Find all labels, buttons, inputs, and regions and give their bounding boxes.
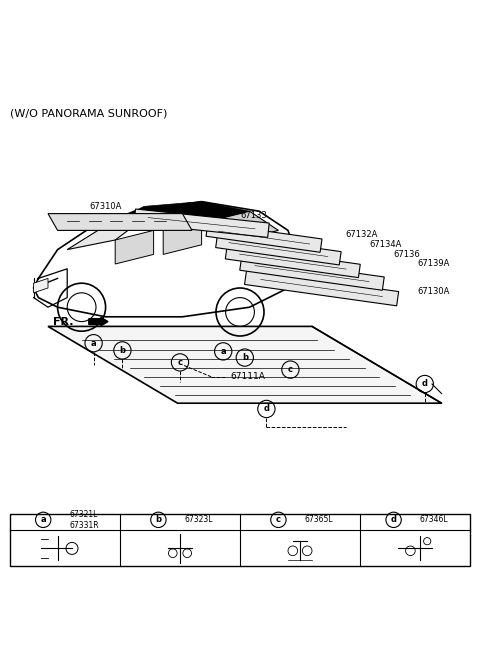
- Text: b: b: [156, 515, 161, 524]
- Text: a: a: [91, 339, 96, 347]
- Polygon shape: [48, 327, 442, 403]
- Text: b: b: [120, 346, 125, 355]
- Text: d: d: [391, 515, 396, 524]
- Polygon shape: [206, 223, 322, 252]
- Polygon shape: [225, 245, 360, 278]
- Text: (W/O PANORAMA SUNROOF): (W/O PANORAMA SUNROOF): [10, 108, 167, 118]
- Text: a: a: [40, 515, 46, 524]
- Text: 67136: 67136: [394, 250, 420, 259]
- Text: 67310A: 67310A: [89, 202, 122, 211]
- Polygon shape: [240, 257, 384, 290]
- Text: 67111A: 67111A: [230, 372, 265, 381]
- Text: 67321L
67331R: 67321L 67331R: [70, 510, 99, 530]
- Text: 67133: 67133: [240, 212, 267, 220]
- Text: c: c: [276, 515, 281, 524]
- Text: d: d: [264, 405, 269, 413]
- Text: 67346L: 67346L: [420, 515, 449, 524]
- FancyBboxPatch shape: [10, 513, 470, 566]
- Polygon shape: [106, 202, 259, 230]
- Polygon shape: [244, 270, 399, 306]
- Text: b: b: [242, 353, 248, 362]
- Polygon shape: [115, 230, 154, 264]
- Polygon shape: [34, 278, 48, 293]
- Text: c: c: [288, 365, 293, 374]
- Text: 67365L: 67365L: [305, 515, 334, 524]
- Text: a: a: [220, 347, 226, 356]
- FancyArrow shape: [89, 317, 108, 326]
- Text: FR.: FR.: [53, 317, 73, 327]
- Polygon shape: [163, 221, 202, 255]
- Text: c: c: [178, 358, 182, 367]
- Polygon shape: [67, 211, 154, 249]
- Text: 67130A: 67130A: [418, 287, 450, 296]
- Text: 67323L: 67323L: [185, 515, 213, 524]
- Text: 67134A: 67134A: [370, 241, 402, 249]
- Text: 67139A: 67139A: [418, 259, 450, 269]
- Polygon shape: [134, 209, 269, 237]
- Polygon shape: [216, 235, 341, 265]
- Polygon shape: [48, 214, 192, 230]
- Text: 67132A: 67132A: [346, 230, 378, 239]
- Polygon shape: [211, 211, 278, 240]
- Text: d: d: [422, 380, 428, 388]
